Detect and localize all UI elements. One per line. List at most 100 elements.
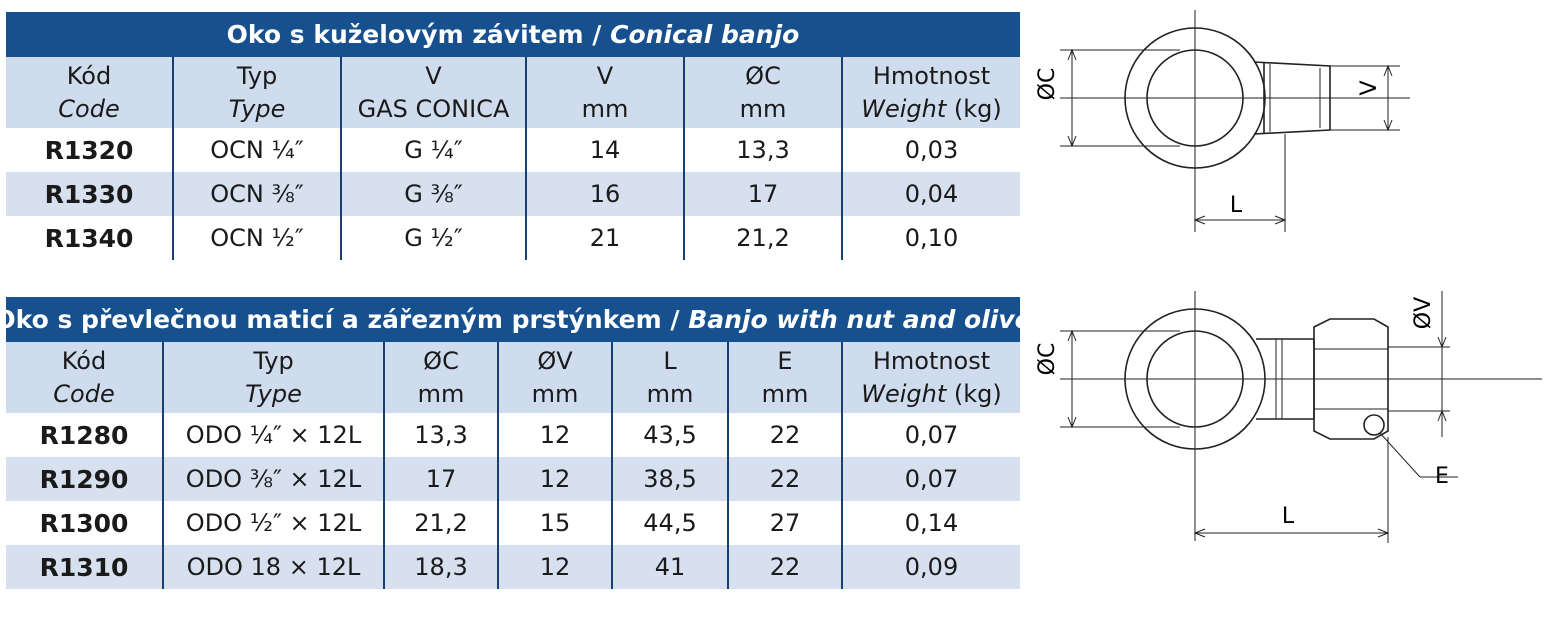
table-cell: OCN ½″: [172, 216, 341, 260]
column-header: Hmotnost Weight (kg): [841, 57, 1020, 128]
table-row: R1290 ODO ⅜″ × 12L 17 12 38,5 22 0,07: [6, 457, 1020, 501]
table-cell: 17: [683, 172, 842, 216]
column-header: V GAS CONICA: [340, 57, 526, 128]
table-row: R1280 ODO ¼″ × 12L 13,3 12 43,5 22 0,07: [6, 413, 1020, 457]
table-cell: ODO ¼″ × 12L: [162, 413, 384, 457]
table-cell: OCN ¼″: [172, 128, 341, 172]
table-row: R1300 ODO ½″ × 12L 21,2 15 44,5 27 0,14: [6, 501, 1020, 545]
table-cell: 12: [497, 545, 612, 589]
header-label: Hmotnost: [872, 346, 991, 375]
column-header: Kód Code: [6, 342, 163, 413]
header-sublabel: Weight (kg): [844, 93, 1020, 126]
table-row: R1320 OCN ¼″ G ¼″ 14 13,3 0,03: [6, 128, 1020, 172]
table-cell: 21,2: [683, 216, 842, 260]
product-code: R1290: [39, 464, 129, 494]
table-cell: 13,3: [683, 128, 842, 172]
table-row: R1330 OCN ⅜″ G ⅜″ 16 17 0,04: [6, 172, 1020, 216]
header-sublabel: Code: [58, 94, 120, 123]
table-cell: 21,2: [383, 501, 498, 545]
title-czech: Oko s kuželovým závitem /: [226, 20, 602, 49]
table-cell: 41: [611, 545, 728, 589]
header-unit-label: (kg): [946, 379, 1002, 408]
header-weight-label: Weight: [861, 94, 947, 123]
header-label: Kód: [66, 61, 112, 90]
table-cell: 12: [497, 413, 612, 457]
header-sublabel: Weight (kg): [844, 378, 1020, 411]
column-header: Typ Type: [162, 342, 384, 413]
table-row: R1340 OCN ½″ G ½″ 21 21,2 0,10: [6, 216, 1020, 260]
table-title: Oko s kuželovým závitem / Conical banjo: [6, 12, 1020, 57]
table-cell: 12: [497, 457, 612, 501]
table-cell: G ½″: [340, 216, 526, 260]
table-cell: 0,10: [841, 216, 1020, 260]
label-l: L: [1230, 193, 1243, 218]
column-header: Typ Type: [172, 57, 341, 128]
title-english: Conical banjo: [610, 20, 800, 49]
table-cell: 16: [525, 172, 684, 216]
header-sublabel: Code: [53, 379, 115, 408]
product-code: R1300: [39, 508, 129, 538]
header-label: E: [777, 346, 793, 375]
banjo-nut-olive-table: Oko s převlečnou maticí a zářezným prstý…: [0, 297, 1032, 589]
header-sublabel: mm: [739, 94, 787, 123]
olive: [1363, 414, 1385, 436]
table-cell: 22: [727, 457, 842, 501]
label-l: L: [1282, 504, 1295, 529]
table-cell: 44,5: [611, 501, 728, 545]
label-e: E: [1435, 464, 1449, 489]
product-code: R1310: [39, 552, 129, 582]
table-cell: G ¼″: [340, 128, 526, 172]
table-cell: 43,5: [611, 413, 728, 457]
header-label: Kód: [61, 346, 107, 375]
table-cell: 38,5: [611, 457, 728, 501]
header-sublabel: Type: [228, 94, 286, 123]
table-cell: 22: [727, 413, 842, 457]
column-header: ØC mm: [383, 342, 498, 413]
header-unit-label: (kg): [946, 94, 1002, 123]
column-header: ØV mm: [497, 342, 612, 413]
nut: [1313, 318, 1389, 440]
column-header: ØC mm: [683, 57, 842, 128]
product-code: R1340: [44, 223, 134, 253]
table-cell: ODO ½″ × 12L: [162, 501, 384, 545]
header-label: V: [425, 61, 442, 90]
table-cell: 15: [497, 501, 612, 545]
header-label: ØC: [745, 61, 781, 90]
header-sublabel: mm: [417, 379, 465, 408]
table-cell: 21: [525, 216, 684, 260]
label-ov: ØV: [1411, 297, 1436, 329]
table-cell: 0,03: [841, 128, 1020, 172]
table-cell: 0,07: [841, 457, 1020, 501]
table-row: R1310 ODO 18 × 12L 18,3 12 41 22 0,09: [6, 545, 1020, 589]
product-code: R1330: [44, 179, 134, 209]
title-english: Banjo with nut and olive: [688, 305, 1032, 334]
table-cell: 27: [727, 501, 842, 545]
header-weight-label: Weight: [861, 379, 947, 408]
header-label: L: [663, 346, 677, 375]
table-cell: 0,09: [841, 545, 1020, 589]
table-cell: OCN ⅜″: [172, 172, 341, 216]
table-title: Oko s převlečnou maticí a zářezným prstý…: [0, 297, 1032, 342]
table-cell: 0,14: [841, 501, 1020, 545]
table-cell: ODO 18 × 12L: [162, 545, 384, 589]
header-sublabel: mm: [646, 379, 694, 408]
header-label: Typ: [236, 61, 278, 90]
leader-e: [1379, 432, 1421, 478]
table-cell: 18,3: [383, 545, 498, 589]
title-czech: Oko s převlečnou maticí a zářezným prstý…: [0, 305, 680, 334]
header-sublabel: GAS CONICA: [357, 94, 510, 123]
table-cell: 14: [525, 128, 684, 172]
header-label: Hmotnost: [872, 61, 991, 90]
table-cell: 13,3: [383, 413, 498, 457]
table-cell: 0,07: [841, 413, 1020, 457]
header-label: ØC: [423, 346, 459, 375]
header-sublabel: Type: [245, 379, 302, 408]
product-code: R1280: [39, 420, 129, 450]
header-label: V: [596, 61, 614, 90]
label-oc: ØC: [1035, 68, 1060, 101]
